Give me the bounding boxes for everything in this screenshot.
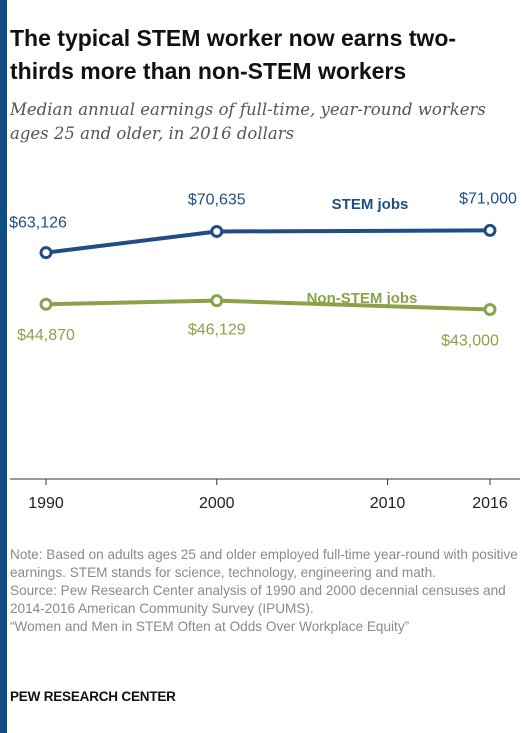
data-point-stem-1990	[39, 246, 53, 260]
data-label-stem-2000: $70,635	[188, 191, 246, 208]
chart-subtitle: Median annual earnings of full-time, yea…	[10, 100, 486, 143]
data-label-stem-1990: $63,126	[9, 215, 67, 232]
x-tick-label-2016: 2016	[472, 495, 508, 512]
data-point-stem-2016	[483, 223, 497, 237]
edge-bar	[0, 0, 7, 733]
chart-title: The typical STEM worker now earns two-th…	[10, 25, 457, 84]
series-name-nonstem: Non-STEM jobs	[307, 290, 418, 307]
source-text: Source: Pew Research Center analysis of …	[10, 583, 506, 616]
x-tick-label-1990: 1990	[28, 495, 64, 512]
data-label-nonstem-2016: $43,000	[441, 333, 499, 350]
series-line-stem	[44, 228, 492, 255]
data-label-nonstem-2000: $46,129	[188, 322, 246, 339]
x-tick-label-2000: 2000	[199, 495, 235, 512]
data-label-nonstem-1990: $44,870	[17, 327, 75, 344]
data-point-nonstem-2000	[210, 294, 224, 308]
brand-name: PEW RESEARCH CENTER	[10, 689, 176, 704]
data-point-nonstem-2016	[483, 303, 497, 317]
data-point-nonstem-1990	[39, 297, 53, 311]
report-title: “Women and Men in STEM Often at Odds Ove…	[10, 619, 410, 634]
data-point-stem-2000	[210, 224, 224, 238]
notes-block: Note: Based on adults ages 25 and older …	[10, 546, 520, 636]
series-name-stem: STEM jobs	[332, 196, 409, 213]
line-chart: 1990 2000 2010 2016 $63,126 $70,635 $71,000 ST…	[9, 190, 520, 512]
series-line-nonstem	[44, 298, 492, 312]
note-text: Note: Based on adults ages 25 and older …	[10, 547, 518, 580]
data-label-stem-2016: $71,000	[459, 190, 517, 207]
x-tick-label-2010: 2010	[370, 495, 406, 512]
